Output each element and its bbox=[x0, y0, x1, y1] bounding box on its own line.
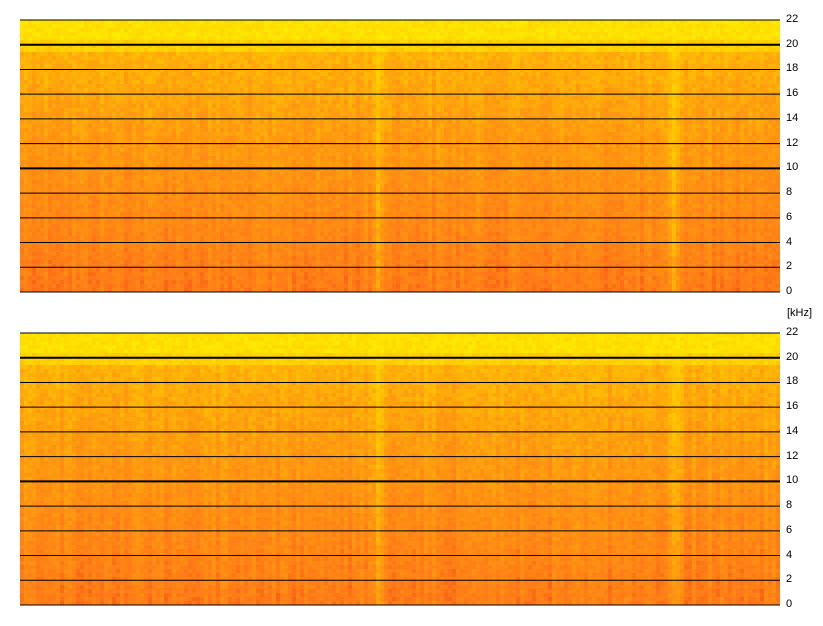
y-tick-label: 4 bbox=[786, 236, 792, 248]
gridlines-1 bbox=[20, 19, 780, 293]
y-tick-label: 0 bbox=[786, 286, 792, 297]
y-tick-label: 8 bbox=[786, 500, 792, 511]
y-tick-label: 18 bbox=[786, 376, 798, 387]
y-tick-label: 16 bbox=[786, 88, 798, 99]
gridlines-2 bbox=[20, 332, 780, 606]
y-tick-label: 22 bbox=[786, 14, 798, 25]
y-tick-label: 16 bbox=[786, 401, 798, 412]
y-tick-label: 8 bbox=[786, 187, 792, 198]
spectrogram-channel-1 bbox=[20, 19, 780, 293]
y-tick-label: 20 bbox=[786, 38, 798, 50]
y-tick-label: 0 bbox=[786, 599, 792, 610]
y-tick-label: 4 bbox=[786, 549, 792, 561]
y-tick-label: 10 bbox=[786, 475, 798, 486]
y-tick-label: 14 bbox=[786, 112, 798, 124]
y-tick-label: 14 bbox=[786, 425, 798, 437]
y-tick-label: 2 bbox=[786, 261, 792, 272]
y-tick-label: 2 bbox=[786, 574, 792, 585]
y-tick-label: 22 bbox=[786, 327, 798, 338]
y-tick-label: 6 bbox=[786, 211, 792, 223]
y-tick-label: 12 bbox=[786, 137, 798, 149]
y-tick-label: 18 bbox=[786, 63, 798, 74]
y-tick-label: 20 bbox=[786, 351, 798, 363]
y-tick-label: 12 bbox=[786, 450, 798, 462]
y-tick-label: 6 bbox=[786, 524, 792, 536]
y-tick-label: 10 bbox=[786, 162, 798, 173]
spectrogram-heatmap-1 bbox=[20, 20, 780, 292]
frequency-unit-label: [kHz] bbox=[787, 308, 812, 319]
spectrogram-channel-2 bbox=[20, 332, 780, 606]
